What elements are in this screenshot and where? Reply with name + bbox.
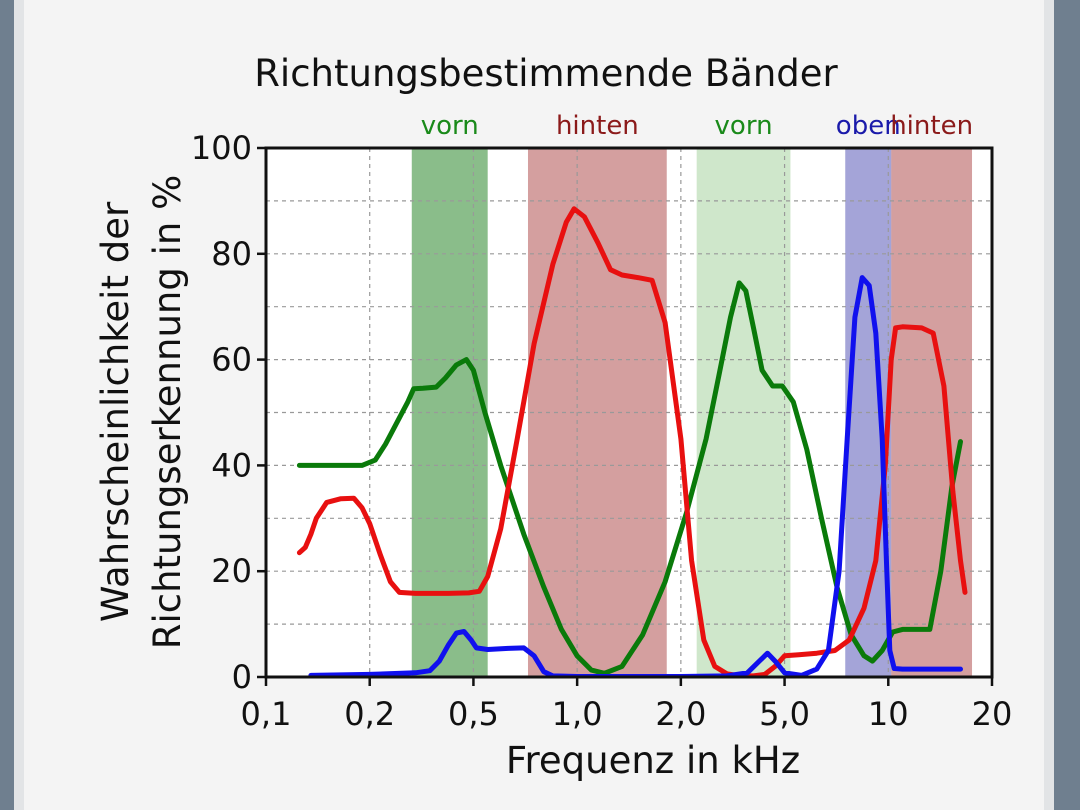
x-axis-label: Frequenz in kHz xyxy=(506,739,800,782)
chart-svg: Richtungsbestimmende Bänder vorn hinten vo… xyxy=(94,52,1012,782)
y-tick-label-2: 40 xyxy=(211,446,252,484)
series-layer xyxy=(296,206,968,677)
x-tick-label-5: 5,0 xyxy=(759,695,810,733)
y-tick-label-4: 80 xyxy=(211,235,252,273)
ticks-layer: 0 20 40 60 80 100 0,1 0,2 0,5 1,0 2,0 5,0 10 20 xyxy=(191,129,1012,733)
chart-title: Richtungsbestimmende Bänder xyxy=(254,52,838,95)
y-axis-label-line-1: Wahrscheinlichkeit der xyxy=(94,201,137,622)
series-line-2 xyxy=(308,275,963,677)
x-tick-label-7: 20 xyxy=(972,695,1013,733)
band-label-3: oben xyxy=(836,111,901,141)
x-tick-label-1: 0,2 xyxy=(344,695,395,733)
series-line-0 xyxy=(296,280,963,676)
band-label-1: hinten xyxy=(556,111,639,141)
y-tick-label-3: 60 xyxy=(211,341,252,379)
plot-frame xyxy=(264,146,994,679)
band-label-2: vorn xyxy=(715,111,773,141)
x-tick-label-6: 10 xyxy=(868,695,909,733)
x-tick-label-3: 1,0 xyxy=(552,695,603,733)
band-label-0: vorn xyxy=(421,111,479,141)
chart-panel: Richtungsbestimmende Bänder vorn hinten vo… xyxy=(14,0,1054,810)
y-axis-label-line-2: Richtungserkennung in % xyxy=(146,175,189,650)
y-tick-label-1: 20 xyxy=(211,552,252,590)
band-label-4: hinten xyxy=(890,111,973,141)
x-tick-label-0: 0,1 xyxy=(241,695,292,733)
grid-layer xyxy=(266,148,992,677)
y-tick-label-5: 100 xyxy=(191,129,252,167)
x-tick-label-2: 0,5 xyxy=(448,695,499,733)
x-tick-label-4: 2,0 xyxy=(655,695,706,733)
y-tick-label-0: 0 xyxy=(232,658,252,696)
